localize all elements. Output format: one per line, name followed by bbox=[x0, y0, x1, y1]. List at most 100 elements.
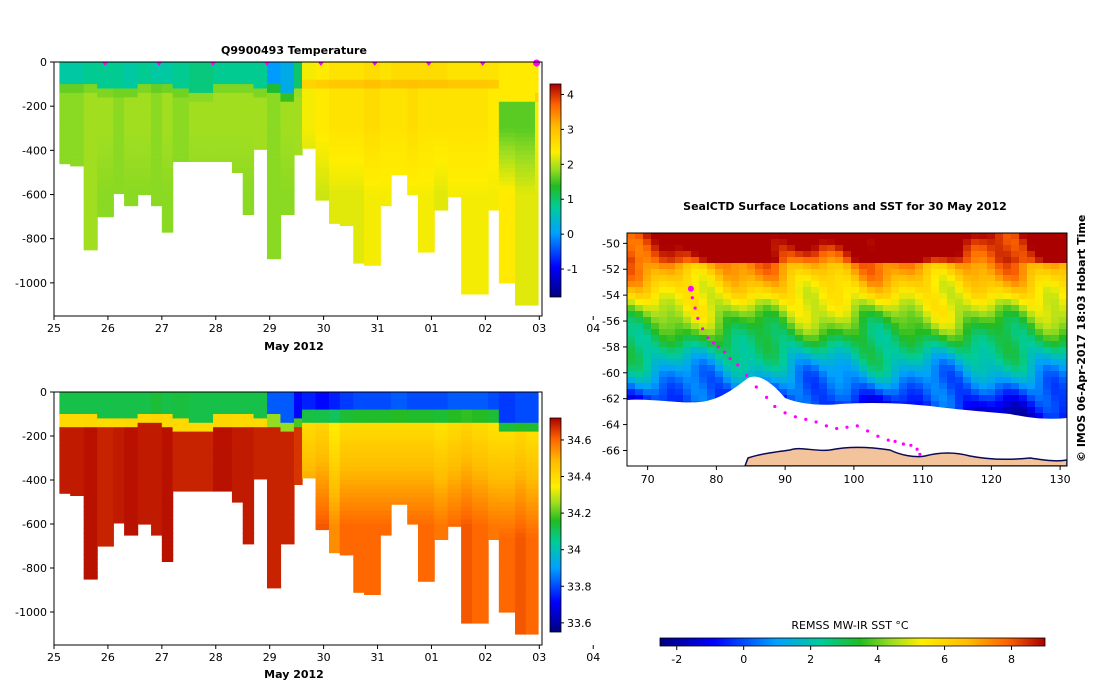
section-cell bbox=[266, 251, 282, 257]
section-cell bbox=[380, 400, 392, 406]
section-cell bbox=[83, 128, 98, 134]
section-cell bbox=[315, 528, 330, 531]
seal-location bbox=[693, 306, 697, 310]
section-cell bbox=[498, 484, 516, 490]
sst-cell bbox=[731, 293, 740, 300]
sst-cell bbox=[739, 353, 748, 360]
section-cell bbox=[515, 550, 527, 556]
section-cell bbox=[213, 132, 233, 138]
section-cell bbox=[380, 449, 392, 455]
section-cell bbox=[488, 409, 500, 415]
seal-location bbox=[712, 341, 716, 345]
section-cell bbox=[315, 458, 330, 463]
section-cell bbox=[266, 581, 282, 587]
section-cell bbox=[471, 115, 489, 121]
sst-cell bbox=[891, 335, 900, 342]
section-cell bbox=[113, 185, 125, 191]
section-cell bbox=[266, 115, 282, 121]
section-cell bbox=[471, 256, 489, 262]
sst-cell bbox=[675, 377, 684, 384]
section-cell bbox=[364, 181, 381, 187]
section-cell bbox=[137, 488, 152, 494]
section-cell bbox=[407, 466, 419, 472]
section-cell bbox=[315, 145, 330, 151]
section-cell bbox=[434, 137, 449, 143]
sst-cell bbox=[699, 299, 708, 306]
section-cell bbox=[280, 440, 295, 446]
section-cell bbox=[515, 537, 527, 543]
section-cell bbox=[253, 396, 268, 402]
section-cell bbox=[266, 88, 282, 94]
section-cell bbox=[83, 225, 98, 231]
sst-cell bbox=[835, 293, 844, 300]
section-cell bbox=[124, 115, 139, 121]
section-cell bbox=[231, 150, 244, 156]
section-cell bbox=[161, 137, 174, 143]
section-cell bbox=[525, 629, 536, 635]
section-cell bbox=[380, 62, 392, 68]
section-cell bbox=[83, 546, 98, 551]
section-cell bbox=[113, 88, 125, 94]
section-cell bbox=[353, 528, 365, 534]
seal-location bbox=[855, 424, 859, 428]
sst-cell bbox=[899, 305, 908, 312]
section-cell bbox=[339, 207, 354, 213]
sst-cell bbox=[747, 293, 756, 300]
sst-cell bbox=[883, 365, 892, 372]
section-cell bbox=[525, 462, 536, 468]
section-cell bbox=[498, 546, 516, 551]
sst-cell bbox=[811, 257, 820, 264]
section-cell bbox=[70, 462, 85, 468]
section-cell bbox=[353, 519, 365, 525]
section-cell bbox=[534, 256, 539, 262]
sst-cell bbox=[827, 239, 836, 246]
section-cell bbox=[525, 176, 536, 182]
section-cell bbox=[498, 101, 516, 107]
section-cell bbox=[124, 128, 139, 134]
section-cell bbox=[364, 88, 381, 94]
sst-cell bbox=[907, 395, 916, 402]
sst-cell bbox=[755, 293, 764, 300]
section-cell bbox=[280, 128, 295, 134]
section-cell bbox=[417, 97, 435, 103]
sst-cell bbox=[883, 269, 892, 276]
section-cell bbox=[353, 159, 365, 165]
sst-cell bbox=[1035, 359, 1044, 366]
sst-cell bbox=[747, 371, 756, 378]
sst-cell bbox=[947, 359, 956, 366]
temperature-x-axis: 25 26 27 28 29 30 31 01 02 03 04 bbox=[47, 316, 600, 335]
section-cell bbox=[161, 409, 174, 415]
sst-cell bbox=[1011, 233, 1020, 240]
section-cell bbox=[353, 229, 365, 235]
sst-cell bbox=[1027, 281, 1036, 288]
section-cell bbox=[266, 515, 282, 521]
section-cell bbox=[434, 422, 449, 428]
sst-cell bbox=[1035, 401, 1044, 408]
section-cell bbox=[447, 70, 462, 76]
sst-cell bbox=[883, 293, 892, 300]
sst-cell bbox=[747, 269, 756, 276]
section-cell bbox=[124, 524, 139, 529]
sst-cell bbox=[755, 371, 764, 378]
section-cell bbox=[113, 181, 125, 187]
section-cell bbox=[498, 550, 516, 556]
section-cell bbox=[302, 70, 317, 76]
section-cell bbox=[161, 546, 174, 551]
sst-cell bbox=[715, 257, 724, 264]
sst-cell bbox=[627, 305, 636, 312]
section-cell bbox=[434, 92, 449, 98]
section-cell bbox=[391, 150, 408, 156]
section-cell bbox=[83, 163, 98, 169]
section-cell bbox=[59, 66, 71, 72]
section-cell bbox=[161, 396, 174, 402]
section-cell bbox=[329, 427, 341, 433]
section-cell bbox=[488, 185, 500, 191]
sst-cell bbox=[995, 239, 1004, 246]
section-cell bbox=[417, 225, 435, 231]
section-cell bbox=[315, 466, 330, 472]
sst-cell bbox=[843, 359, 852, 366]
x-tick-label: 70 bbox=[641, 473, 655, 486]
section-cell bbox=[391, 484, 408, 490]
sst-cell bbox=[811, 365, 820, 372]
sst-cell bbox=[851, 329, 860, 336]
